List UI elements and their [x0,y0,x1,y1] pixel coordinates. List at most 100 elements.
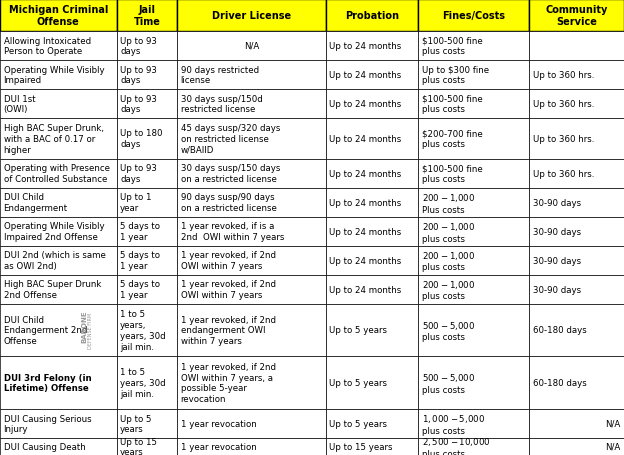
Bar [418,0,529,32]
Bar [326,159,418,188]
Text: DEFENSE FIRM: DEFENSE FIRM [87,312,92,348]
Bar [0,32,117,61]
Text: DUI 2nd (which is same
as OWI 2nd): DUI 2nd (which is same as OWI 2nd) [4,251,105,270]
Bar [0,90,117,119]
Text: DUI 3rd Felony (in
Lifetime) Offense: DUI 3rd Felony (in Lifetime) Offense [4,373,91,393]
Text: 5 days to
1 year: 5 days to 1 year [120,279,160,299]
Text: Up to 5 years: Up to 5 years [329,419,388,428]
Text: Up to 93
days: Up to 93 days [120,164,157,184]
Text: 1 to 5
years,
years, 30d
jail min.: 1 to 5 years, years, 30d jail min. [120,309,166,351]
Bar [326,217,418,246]
Bar [117,409,177,438]
Bar [529,438,624,455]
Text: 1 year revocation: 1 year revocation [181,419,256,428]
Bar [418,246,529,275]
Text: Operating While Visibly
Impaired: Operating While Visibly Impaired [4,66,104,85]
Text: DUI Child
Endangerment: DUI Child Endangerment [4,193,67,212]
Text: $1,000-$5,000
plus costs: $1,000-$5,000 plus costs [422,412,485,435]
Text: Driver License: Driver License [212,11,291,21]
Bar [326,275,418,304]
Text: $500-$5,000
plus costs: $500-$5,000 plus costs [422,319,475,342]
Text: 1 year revoked, if 2nd
OWI within 7 years, a
possible 5-year
revocation: 1 year revoked, if 2nd OWI within 7 year… [181,362,276,403]
Bar [326,304,418,356]
Bar [117,61,177,90]
Bar [326,32,418,61]
Text: 30-90 days: 30-90 days [533,198,581,207]
Bar [117,275,177,304]
Text: N/A: N/A [244,42,259,51]
Bar [326,119,418,159]
Text: 1 year revoked, if 2nd
endangerment OWI
within 7 years: 1 year revoked, if 2nd endangerment OWI … [181,315,276,345]
Text: 30 days susp/150 days
on a restricted license: 30 days susp/150 days on a restricted li… [181,164,280,184]
Bar [117,356,177,409]
Bar [177,119,326,159]
Bar [117,0,177,32]
Text: $200-$1,000
plus costs: $200-$1,000 plus costs [422,249,475,272]
Text: $200-$1,000
plus costs: $200-$1,000 plus costs [422,220,475,243]
Bar [418,275,529,304]
Bar [177,32,326,61]
Bar [0,409,117,438]
Text: Operating with Presence
of Controlled Substance: Operating with Presence of Controlled Su… [4,164,109,184]
Text: DUI Child
Endangerment 2nd
Offense: DUI Child Endangerment 2nd Offense [4,315,87,345]
Text: $200-700 fine
plus costs: $200-700 fine plus costs [422,129,482,149]
Text: Up to 5 years: Up to 5 years [329,326,388,335]
Text: DUI Causing Death: DUI Causing Death [4,442,85,451]
Text: Up to 15
years: Up to 15 years [120,437,157,455]
Text: Allowing Intoxicated
Person to Operate: Allowing Intoxicated Person to Operate [4,36,90,56]
Bar [177,275,326,304]
Bar [418,217,529,246]
Bar [326,0,418,32]
Text: 1 year revoked, if 2nd
OWI within 7 years: 1 year revoked, if 2nd OWI within 7 year… [181,279,276,299]
Text: Up to 24 months: Up to 24 months [329,198,401,207]
Text: $2,500-$10,000
plus costs: $2,500-$10,000 plus costs [422,435,490,455]
Text: Up to 24 months: Up to 24 months [329,135,401,143]
Bar [0,159,117,188]
Bar [529,159,624,188]
Text: $100-500 fine
plus costs: $100-500 fine plus costs [422,36,482,56]
Bar [529,246,624,275]
Text: 45 days susp/320 days
on restricted license
w/BAIID: 45 days susp/320 days on restricted lice… [181,124,280,154]
Bar [177,304,326,356]
Text: Jail
Time: Jail Time [134,5,160,27]
Bar [117,217,177,246]
Bar [0,246,117,275]
Bar [418,356,529,409]
Bar [529,0,624,32]
Text: Up to 5
years: Up to 5 years [120,414,152,433]
Bar [177,188,326,217]
Text: 90 days restricted
license: 90 days restricted license [181,66,259,85]
Bar [529,217,624,246]
Bar [177,217,326,246]
Text: 30-90 days: 30-90 days [533,256,581,265]
Bar [326,409,418,438]
Text: 5 days to
1 year: 5 days to 1 year [120,251,160,270]
Bar [418,438,529,455]
Text: Up to 24 months: Up to 24 months [329,256,401,265]
Text: BARONE: BARONE [81,310,87,343]
Text: 1 year revocation: 1 year revocation [181,442,256,451]
Text: Fines/Costs: Fines/Costs [442,11,505,21]
Text: 90 days susp/90 days
on a restricted license: 90 days susp/90 days on a restricted lic… [181,193,276,212]
Bar [418,32,529,61]
Bar [418,90,529,119]
Text: Up to 24 months: Up to 24 months [329,285,401,294]
Bar [177,61,326,90]
Bar [326,246,418,275]
Text: 30-90 days: 30-90 days [533,285,581,294]
Text: Up to 360 hrs.: Up to 360 hrs. [533,169,594,178]
Bar [0,188,117,217]
Bar [117,304,177,356]
Text: Up to 360 hrs.: Up to 360 hrs. [533,135,594,143]
Bar [177,409,326,438]
Bar [177,159,326,188]
Text: Up to 360 hrs.: Up to 360 hrs. [533,71,594,80]
Bar [326,356,418,409]
Text: Community
Service: Community Service [545,5,608,27]
Text: 1 to 5
years, 30d
jail min.: 1 to 5 years, 30d jail min. [120,368,166,398]
Bar [418,119,529,159]
Bar [117,188,177,217]
Text: Probation: Probation [345,11,399,21]
Text: 60-180 days: 60-180 days [533,378,587,387]
Bar [117,438,177,455]
